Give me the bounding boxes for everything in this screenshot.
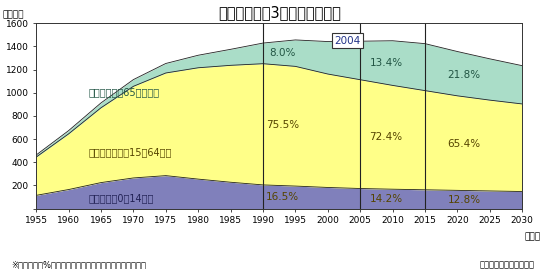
Text: 老年齢人口（65歳以上）: 老年齢人口（65歳以上） xyxy=(88,87,159,97)
Text: 生産年齢人口（15～64歳）: 生産年齢人口（15～64歳） xyxy=(88,147,171,157)
Text: 14.2%: 14.2% xyxy=(370,194,403,204)
Text: ※グラフ中の%表示は、全人口に占める各年齢区分の割合: ※グラフ中の%表示は、全人口に占める各年齢区分の割合 xyxy=(11,260,146,269)
Text: （川崎市将来人口推計）: （川崎市将来人口推計） xyxy=(480,260,535,269)
Text: （年）: （年） xyxy=(525,233,541,242)
Text: 8.0%: 8.0% xyxy=(269,48,295,58)
Text: 12.8%: 12.8% xyxy=(447,194,480,205)
Text: 13.4%: 13.4% xyxy=(370,58,403,68)
Text: 21.8%: 21.8% xyxy=(447,70,480,80)
Title: 川崎市の年齢3区分人口の推移: 川崎市の年齢3区分人口の推移 xyxy=(218,6,341,20)
Text: 16.5%: 16.5% xyxy=(266,192,299,202)
Text: 年少人口（0～14歳）: 年少人口（0～14歳） xyxy=(88,193,153,203)
Text: 75.5%: 75.5% xyxy=(266,121,299,130)
Text: 2004: 2004 xyxy=(334,36,360,45)
Text: 72.4%: 72.4% xyxy=(370,132,403,142)
Text: 65.4%: 65.4% xyxy=(447,139,480,148)
Text: （千人）: （千人） xyxy=(2,10,23,19)
